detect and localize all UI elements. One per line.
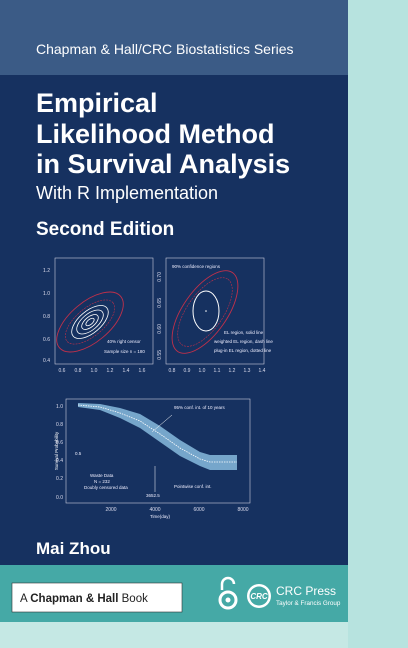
tick-label: 1.2 <box>43 268 50 274</box>
survival-plot: Survival Probability 1.0 0.8 0.6 0.4 0.2… <box>54 398 251 519</box>
tick-label: 1.0 <box>91 368 98 374</box>
plot-note: N = 232 <box>94 479 110 484</box>
tick-label: 1.6 <box>139 368 146 374</box>
tick-label: 0.65 <box>157 298 163 308</box>
tick-label: 0.8 <box>56 422 63 428</box>
tick-label: 1.0 <box>56 404 63 410</box>
plot-note: Pointwise conf. int. <box>174 484 212 489</box>
tick-label: 0.8 <box>169 368 176 374</box>
tick-label: 0.6 <box>56 440 63 446</box>
title-line: Empirical <box>36 88 158 118</box>
axis-label: Time(day) <box>150 514 171 519</box>
axis-label: Survival Probability <box>54 431 59 470</box>
crc-logo-inner <box>249 586 269 606</box>
tick-label: 0.6 <box>43 337 50 343</box>
tick-label: 1.2 <box>107 368 114 374</box>
tick-label: 4000 <box>149 507 160 513</box>
tick-label: 0.9 <box>184 368 191 374</box>
tick-label: 1.4 <box>259 368 266 374</box>
tick-label: 0.4 <box>43 358 50 364</box>
tick-label: 0.55 <box>157 350 163 360</box>
tick-label: 0.4 <box>56 458 63 464</box>
main-panel <box>0 75 348 565</box>
tick-label: 1.3 <box>244 368 251 374</box>
subtitle: With R Implementation <box>36 183 218 203</box>
tick-label: 0.8 <box>75 368 82 374</box>
crc-logo-text: CRC <box>250 592 268 601</box>
author: Mai Zhou <box>36 539 111 558</box>
tick-label: 1.1 <box>214 368 221 374</box>
plot-note: Doubly censored data <box>84 485 128 490</box>
tick-label: 0.60 <box>157 324 163 334</box>
bottom-band <box>0 622 348 648</box>
tick-label: 2000 <box>105 507 116 513</box>
edition: Second Edition <box>36 219 174 240</box>
tick-label: 0.0 <box>56 495 63 501</box>
side-strip <box>348 0 408 648</box>
tick-label: 1.2 <box>229 368 236 374</box>
group: Taylor & Francis Group <box>276 600 341 607</box>
plot-note: weighted EL region, dash line <box>214 339 273 344</box>
plot-note: EL region, solid line <box>224 330 264 335</box>
title-line: Likelihood Method <box>36 119 274 149</box>
series: Chapman & Hall/CRC Biostatistics Series <box>36 41 294 57</box>
tick-label: 1.4 <box>123 368 130 374</box>
tick-label: 0.6 <box>59 368 66 374</box>
imprint-prefix: A <box>20 593 28 605</box>
imprint: A Chapman & Hall Book <box>20 593 148 605</box>
imprint-box <box>11 582 183 613</box>
tick-label: 6000 <box>193 507 204 513</box>
imprint-name: Chapman & Hall <box>30 593 118 605</box>
plot-note: Waste Data <box>90 473 114 478</box>
plot-note: plug-in EL region, dotted line <box>214 348 272 353</box>
plot-note: Sample size n = 180 <box>104 349 145 354</box>
imprint-suffix: Book <box>122 593 148 605</box>
right-plot: 0.70 0.65 0.60 0.55 0.8 0.9 1.0 1.1 1.2 … <box>157 257 273 374</box>
left-plot: 1.2 1.0 0.8 0.6 0.4 0.6 0.8 1.0 1.2 1.4 … <box>43 257 154 374</box>
open-access-icon <box>218 576 238 610</box>
series-band <box>0 0 348 75</box>
press: CRC Press <box>276 584 336 598</box>
tick-label: 8000 <box>237 507 248 513</box>
plot-note: 0.5 <box>75 451 82 456</box>
tick-label: 0.70 <box>157 272 163 282</box>
plot-note: 90% confidence regions <box>172 264 221 269</box>
tick-label: 1.0 <box>43 291 50 297</box>
tick-label: 0.2 <box>56 476 63 482</box>
title-line: in Survival Analysis <box>36 149 290 179</box>
plot-note: 95% conf. int. of 10 years <box>174 405 226 410</box>
tick-label: 0.8 <box>43 314 50 320</box>
tick-label: 1.0 <box>199 368 206 374</box>
plot-note: 40% right censor <box>107 339 141 344</box>
plot-note: 3652.5 <box>146 493 160 498</box>
